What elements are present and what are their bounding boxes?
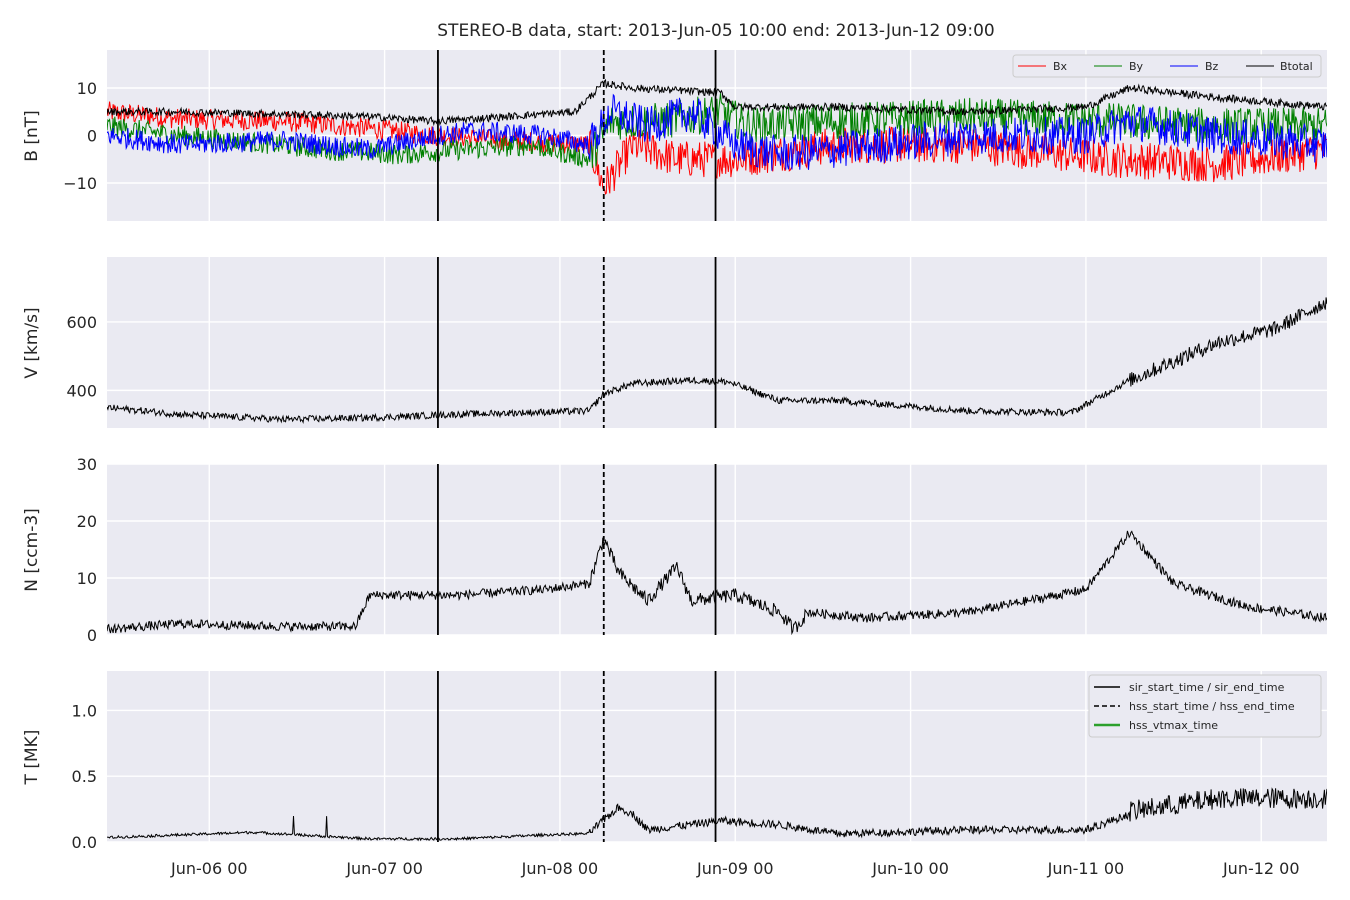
panel-density: N [ccm-3] 0 10 20 30 [22,455,1327,645]
ytick-label: 0 [87,127,97,146]
ylabel-v: V [km/s] [22,307,42,378]
plot-area-n [107,464,1327,635]
xtick-label: Jun-10 00 [871,859,949,878]
ytick-label: 1.0 [72,701,97,720]
series-by-line [107,93,1327,168]
ylabel-n: N [ccm-3] [22,508,42,592]
series-group-3 [107,787,1327,842]
series-group-0 [107,78,1327,195]
series-bz-line [107,93,1327,171]
series-group-2 [107,530,1327,635]
ytick-label: 10 [77,79,97,98]
ytick-label: 400 [66,381,97,400]
ytick-label: 0.5 [72,767,97,786]
series-v-line [107,297,1327,425]
ytick-label: 20 [77,512,97,531]
ytick-label: 0 [87,626,97,645]
legend-hss-label: hss_start_time / hss_end_time [1129,700,1295,713]
ylabel-t: T [MK] [22,730,42,786]
xtick-label: Jun-06 00 [170,859,248,878]
xtick-label: Jun-07 00 [345,859,423,878]
xtick-label: Jun-08 00 [521,859,599,878]
chart-title: STEREO-B data, start: 2013-Jun-05 10:00 … [437,21,994,41]
legend-b-box [1012,54,1322,78]
legend-t-box [1088,674,1322,738]
legend-b: Bx By Bz Btotal [1012,54,1322,78]
legend-by-label: By [1129,60,1144,73]
legend-t: sir_start_time / sir_end_time hss_start_… [1088,674,1322,738]
ytick-label: 600 [66,313,97,332]
legend-btotal-label: Btotal [1280,60,1313,73]
series-btotal-line [107,78,1327,127]
ytick-label: 10 [77,569,97,588]
series-n-line [107,530,1327,635]
legend-bx-label: Bx [1053,60,1068,73]
legend-sir-label: sir_start_time / sir_end_time [1129,681,1285,694]
plot-area-v [107,257,1327,428]
ylabel-b: B [nT] [22,110,42,162]
grid-1 [107,257,1327,428]
panel-velocity: V [km/s] 400 600 [22,257,1327,428]
series-t-line [107,787,1327,842]
xtick-label: Jun-11 00 [1047,859,1125,878]
xtick-label: Jun-12 00 [1222,859,1300,878]
panel-b-field: B [nT] −10 0 10 [22,50,1327,221]
legend-vtmax-label: hss_vtmax_time [1129,719,1218,732]
ytick-label: 30 [77,455,97,474]
series-group-1 [107,297,1327,425]
ytick-label: 0.0 [72,833,97,852]
grid-2 [107,463,1327,636]
legend-bz-label: Bz [1205,60,1219,73]
xtick-label: Jun-09 00 [696,859,774,878]
ytick-label: −10 [63,174,97,193]
series-bx-line [107,101,1327,195]
